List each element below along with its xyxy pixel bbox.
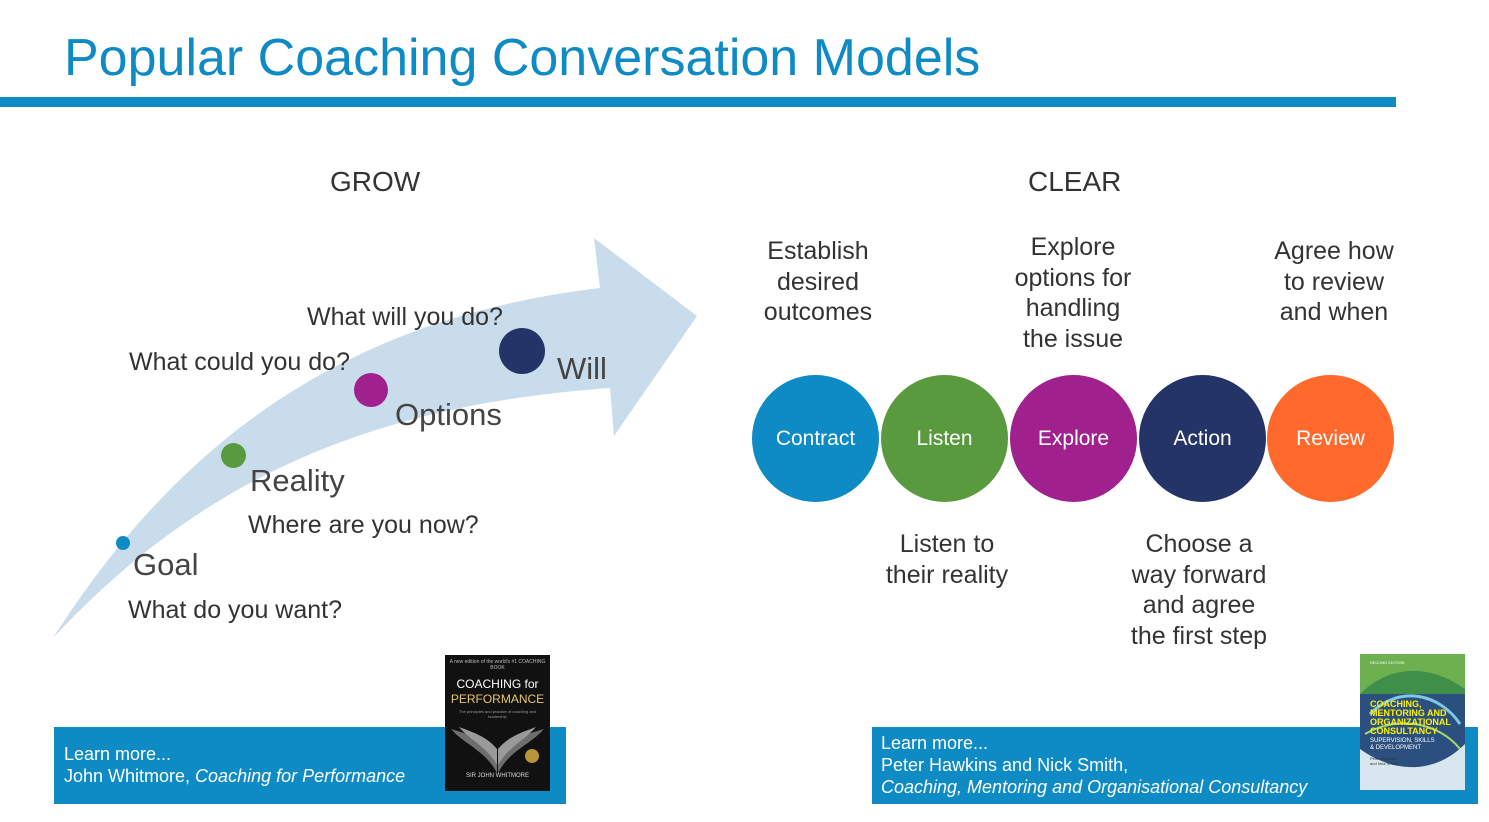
explore-circle: Explore (1010, 375, 1137, 502)
book-title-line: ORGANIZATIONAL (1370, 717, 1451, 727)
grow-author: John Whitmore, (64, 766, 196, 786)
listen-description-line: Listen to (899, 530, 995, 558)
options-label: Options (395, 397, 502, 432)
contract-description: Establish desired outcomes (738, 236, 898, 328)
coaching-mentoring-book-cover: SECOND EDITION COACHING, MENTORING AND O… (1360, 654, 1465, 790)
contract-description-line: desired (777, 267, 859, 296)
title-underline (0, 97, 1396, 107)
action-label: Action (1173, 426, 1232, 450)
book-author-line: and Nick Smith (1370, 761, 1397, 766)
contract-description-line: outcomes (763, 298, 873, 326)
will-label: Will (557, 351, 607, 386)
explore-label: Explore (1037, 426, 1110, 450)
review-description-line: to review (1283, 267, 1385, 296)
action-description-line: the first step (1130, 621, 1268, 650)
clear-book-title: Coaching, Mentoring and Organisational C… (881, 777, 1308, 797)
review-description-line: Agree how (1274, 237, 1394, 265)
will-question: What will you do? (307, 303, 503, 331)
options-question: What could you do? (129, 348, 350, 376)
reality-dot (221, 443, 246, 468)
explore-description-line: the issue (1022, 324, 1124, 353)
page-title: Popular Coaching Conversation Models (64, 29, 981, 87)
action-description-line: and agree (1142, 591, 1256, 619)
book-edition: SECOND EDITION (1370, 660, 1405, 665)
book-tagline: A new edition of the world's #1 COACHING… (449, 659, 546, 671)
action-description: Choose a way forward and agree the first… (1114, 529, 1284, 651)
grow-learn-more-reference: John Whitmore, Coaching for Performance (64, 765, 566, 787)
explore-description-line: Explore (1030, 233, 1116, 261)
reality-question: Where are you now? (248, 511, 479, 539)
book-swirl-image (1360, 654, 1465, 790)
review-circle: Review (1267, 375, 1394, 502)
grow-learn-more-label: Learn more... (64, 744, 172, 764)
clear-heading: CLEAR (1028, 166, 1122, 197)
book-subtitle-block: SUPERVISION, SKILLS & DEVELOPMENT (1370, 738, 1435, 752)
will-dot (499, 328, 545, 374)
contract-label: Contract (775, 426, 856, 450)
book-subtitle: The principles and practice of coaching … (458, 709, 537, 719)
contract-description-line: Establish (767, 237, 869, 265)
goal-question: What do you want? (128, 596, 343, 624)
grow-book-title: Coaching for Performance (195, 766, 406, 786)
explore-description: Explore options for handling the issue (993, 232, 1153, 354)
book-subtitle-line: SUPERVISION, SKILLS (1370, 738, 1435, 744)
clear-learn-more-label: Learn more... (881, 733, 989, 753)
listen-circle: Listen (881, 375, 1008, 502)
book-title-line: CONSULTANCY (1370, 726, 1438, 736)
explore-description-line: handling (1025, 294, 1121, 322)
explore-description-line: options for (1014, 263, 1132, 292)
book-subtitle-line: & DEVELOPMENT (1370, 745, 1422, 751)
book-authors-block: Peter Hawkins and Nick Smith (1370, 756, 1397, 766)
book-wings-image (451, 727, 544, 773)
reality-label: Reality (250, 463, 345, 498)
review-description-line: and when (1279, 298, 1389, 326)
action-circle: Action (1139, 375, 1266, 502)
book-author: SIR JOHN WHITMORE (466, 773, 529, 779)
options-dot (354, 373, 388, 407)
goal-dot (116, 536, 130, 550)
book-title-line1: COACHING for (456, 677, 539, 691)
clear-authors: Peter Hawkins and Nick Smith, (881, 755, 1129, 775)
listen-label: Listen (916, 426, 973, 450)
book-author-line: Peter Hawkins (1370, 756, 1396, 761)
action-description-line: Choose a (1145, 530, 1253, 558)
contract-circle: Contract (752, 375, 879, 502)
listen-description-line: their reality (885, 560, 1009, 589)
book-title-line: COACHING, (1370, 699, 1422, 709)
book-title-block: COACHING, MENTORING AND ORGANIZATIONAL C… (1370, 700, 1451, 736)
coaching-for-performance-book-cover: A new edition of the world's #1 COACHING… (445, 655, 550, 791)
grow-heading: GROW (330, 166, 421, 197)
book-title-line2: PERFORMANCE (450, 692, 545, 706)
review-description: Agree how to review and when (1254, 236, 1414, 328)
review-label: Review (1296, 426, 1365, 450)
listen-description: Listen to their reality (862, 529, 1032, 590)
goal-label: Goal (133, 547, 199, 582)
book-title-line: MENTORING AND (1370, 708, 1447, 718)
action-description-line: way forward (1131, 560, 1267, 589)
